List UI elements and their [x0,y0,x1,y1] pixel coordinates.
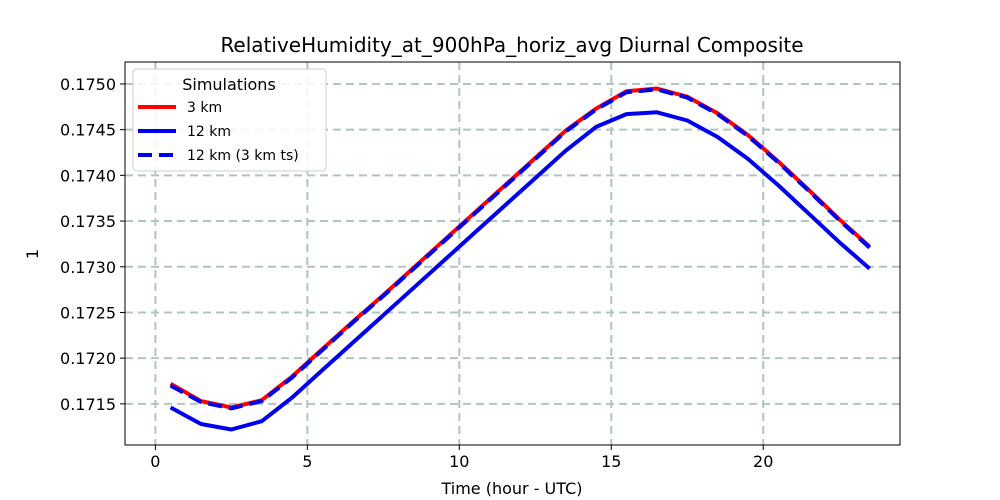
y-tick-label: 0.1750 [60,75,116,94]
legend-label-3-km: 3 km [187,100,222,116]
legend: Simulations 3 km 12 km 12 km (3 km ts) [132,68,327,172]
x-tick-label: 10 [449,452,469,471]
y-tick-label: 0.1740 [60,166,116,185]
series-line-12-km [169,110,871,432]
series-line-12-km-3-km-ts [169,87,871,411]
y-tick-label: 0.1720 [60,349,116,368]
plot-frame [124,61,901,446]
legend-label-12-km: 12 km [187,124,231,140]
x-tick-label: 15 [601,452,621,471]
y-tick-label: 0.1715 [60,395,116,414]
legend-box [132,68,327,172]
axis-ticks: 0 5 10 15 20 0.1715 0.1720 0.1725 0.1730 0.1735 0.… [60,75,773,471]
y-axis-label: 1 [23,249,42,259]
legend-label-12-km-3-km-ts: 12 km (3 km ts) [187,148,299,164]
y-tick-label: 0.1725 [60,303,116,322]
x-tick-label: 5 [302,452,312,471]
y-tick-label: 0.1730 [60,258,116,277]
x-tick-label: 0 [150,452,160,471]
chart-title: RelativeHumidity_at_900hPa_horiz_avg Diu… [220,33,803,57]
y-tick-label: 0.1735 [60,212,116,231]
legend-title: Simulations [182,75,276,94]
series-lines [169,86,871,432]
x-tick-label: 20 [753,452,773,471]
x-axis-label: Time (hour - UTC) [440,479,582,498]
y-tick-label: 0.1745 [60,121,116,140]
